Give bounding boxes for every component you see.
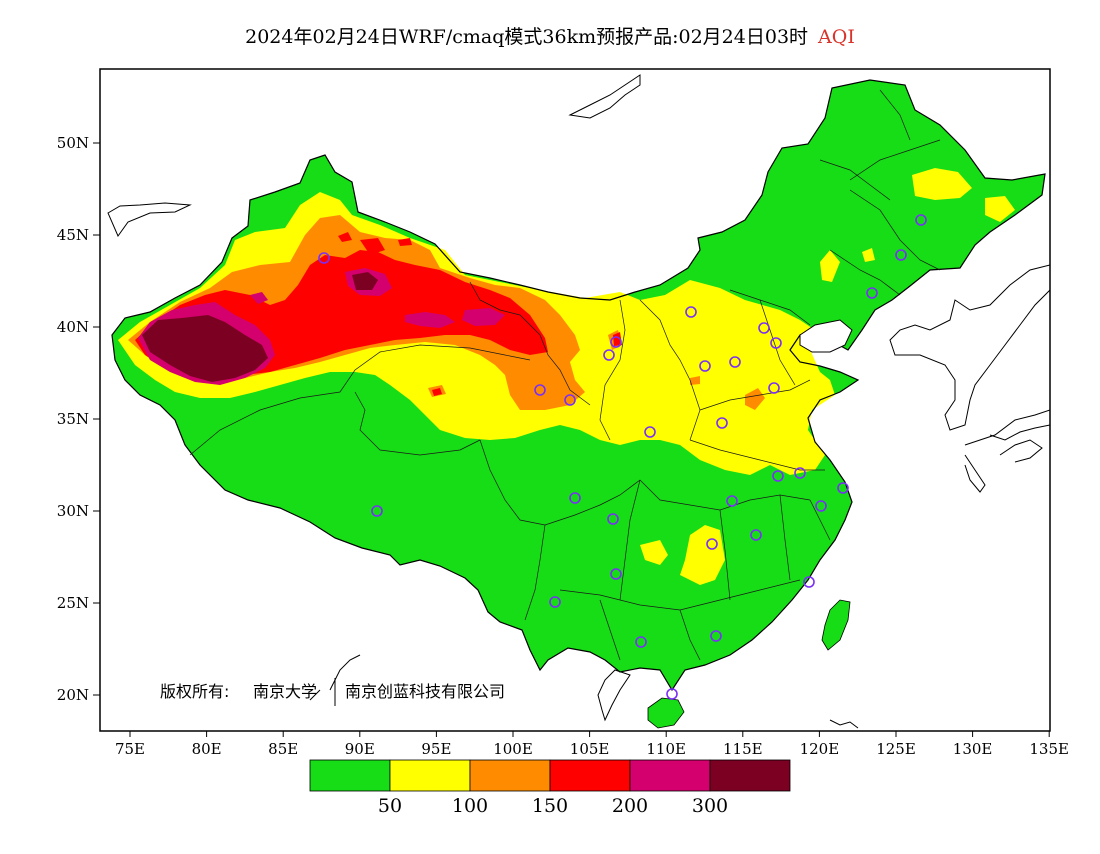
x-tick-label: 80E — [192, 740, 222, 758]
y-tick-label: 20N — [57, 686, 89, 704]
station-marker — [758, 322, 770, 334]
legend-label: 100 — [452, 795, 488, 817]
station-marker — [768, 382, 780, 394]
aqi-legend: 50 100 150 200 300 — [309, 759, 791, 817]
x-tick-label: 90E — [345, 740, 375, 758]
station-marker — [318, 252, 330, 264]
station-marker — [549, 596, 561, 608]
legend-swatch — [389, 759, 471, 792]
x-tick-label: 120E — [800, 740, 840, 758]
legend-swatch — [549, 759, 631, 792]
x-tick-label: 130E — [953, 740, 993, 758]
station-marker — [607, 513, 619, 525]
station-marker — [564, 394, 576, 406]
station-marker — [685, 306, 697, 318]
station-marker — [610, 336, 622, 348]
station-marker — [569, 492, 581, 504]
station-marker — [794, 467, 806, 479]
legend-swatch — [709, 759, 791, 792]
station-marker — [729, 356, 741, 368]
x-tick-label: 110E — [646, 740, 686, 758]
title-main: 2024年02月24日WRF/cmaq模式36km预报产品:02月24日03时 — [245, 26, 809, 48]
y-axis: 50N 45N 40N 35N 30N 25N 20N — [57, 134, 100, 704]
y-tick-label: 45N — [57, 226, 89, 244]
y-tick-label: 40N — [57, 318, 89, 336]
x-tick-label: 125E — [876, 740, 916, 758]
station-marker — [895, 249, 907, 261]
copyright-org-company: 南京创蓝科技有限公司 — [345, 682, 505, 701]
x-tick-label: 135E — [1029, 740, 1069, 758]
station-marker — [644, 426, 656, 438]
legend-swatch — [309, 759, 391, 792]
station-marker — [866, 287, 878, 299]
aqi-zone-hazardous — [142, 272, 378, 382]
y-tick-label: 50N — [57, 134, 89, 152]
station-marker — [750, 529, 762, 541]
province-borders — [189, 89, 941, 661]
station-marker — [770, 337, 782, 349]
station-marker — [710, 630, 722, 642]
copyright-org-nju: 南京大学 — [253, 682, 317, 701]
station-marker — [699, 360, 711, 372]
station-marker — [772, 470, 784, 482]
station-marker — [603, 349, 615, 361]
y-tick-label: 35N — [57, 410, 89, 428]
map-title: 2024年02月24日WRF/cmaq模式36km预报产品:02月24日03时 A… — [0, 22, 1100, 49]
neighbor-coastlines — [107, 74, 1050, 729]
station-marker — [534, 384, 546, 396]
x-axis: 75E 80E 85E 90E 95E 100E 105E 110E 115E 120E 125E 1… — [115, 731, 1069, 758]
x-tick-label: 100E — [493, 740, 533, 758]
legend-label: 150 — [532, 795, 568, 817]
legend-swatch — [469, 759, 551, 792]
copyright-label: 版权所有: — [160, 682, 229, 701]
y-tick-label: 25N — [57, 594, 89, 612]
bohai-sea — [799, 319, 853, 353]
station-marker — [726, 495, 738, 507]
legend-swatch — [629, 759, 711, 792]
station-marker — [610, 568, 622, 580]
station-marker — [803, 576, 815, 588]
legend-label: 50 — [378, 795, 402, 817]
station-marker — [706, 538, 718, 550]
x-tick-label: 115E — [723, 740, 763, 758]
station-marker — [915, 214, 927, 226]
x-tick-label: 75E — [115, 740, 145, 758]
hainan-island — [647, 697, 685, 729]
x-tick-label: 105E — [570, 740, 610, 758]
station-marker — [371, 505, 383, 517]
title-variable: AQI — [818, 26, 855, 48]
x-tick-label: 85E — [268, 740, 298, 758]
x-tick-label: 95E — [421, 740, 451, 758]
station-marker — [666, 688, 678, 700]
station-marker — [837, 482, 849, 494]
station-marker — [815, 500, 827, 512]
legend-label: 200 — [612, 795, 648, 817]
station-marker — [635, 636, 647, 648]
y-tick-label: 30N — [57, 502, 89, 520]
station-marker — [716, 417, 728, 429]
station-markers — [318, 214, 927, 700]
taiwan-island — [821, 599, 851, 651]
legend-label: 300 — [692, 795, 728, 817]
